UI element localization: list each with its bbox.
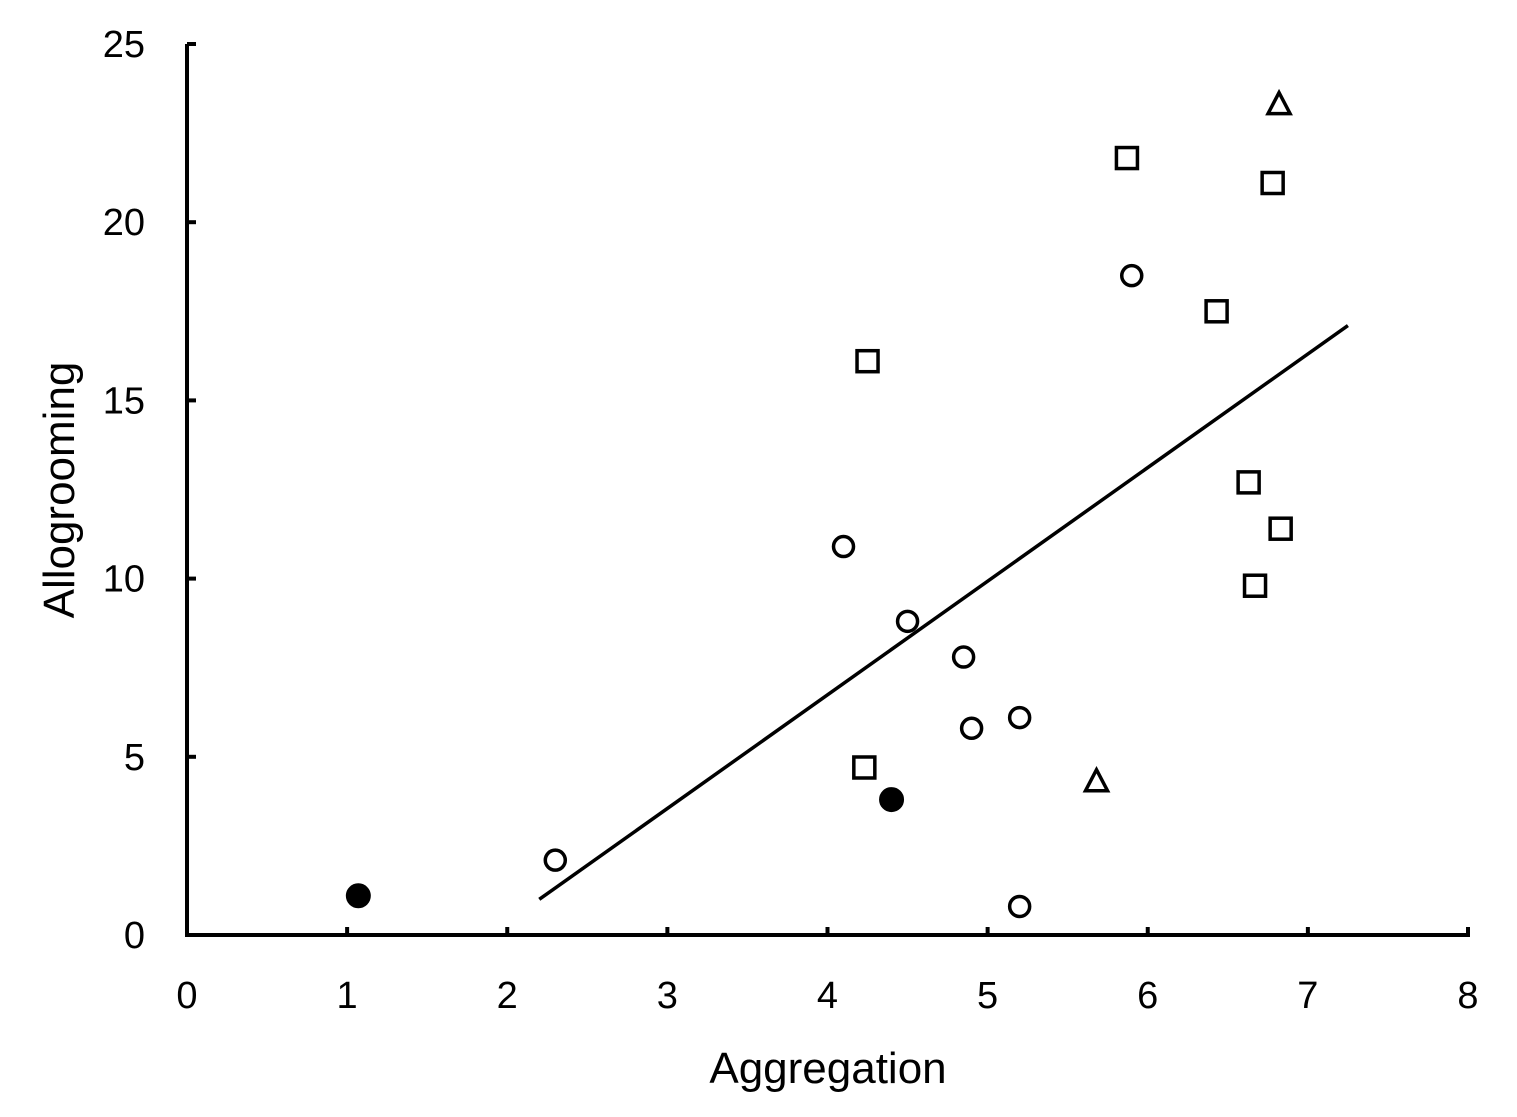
open-square-point [1268,516,1293,541]
open-square-point [1260,170,1285,196]
open-square-point [1242,573,1268,598]
open-square-point [1236,470,1261,495]
y-tick-label: 20 [103,202,145,244]
trendline [538,324,1349,901]
open-triangle-point [1265,88,1293,116]
y-tick-label: 25 [103,24,145,66]
open-circle-point [831,534,856,559]
open-square-point [1114,145,1140,171]
open-circle-point [1007,705,1032,730]
x-axis-title: Aggregation [709,1044,946,1093]
y-axis-ticks: 0 5 10 15 20 25 [103,24,196,957]
filled-circle-point [879,787,905,813]
y-tick-label: 5 [124,737,145,779]
x-tick-label: 6 [1137,975,1158,1017]
filled-circle-point [345,883,371,909]
open-square-point [855,348,880,374]
x-tick-label: 5 [977,975,998,1017]
open-circle-point [895,609,920,634]
open-circle-point [959,716,984,741]
open-square-point [852,755,877,780]
x-tick-label: 7 [1297,975,1318,1017]
open-square-point [1204,299,1229,324]
x-tick-label: 2 [497,975,518,1017]
open-circle-point [1007,894,1032,919]
x-tick-label: 3 [657,975,678,1017]
open-circle-point [951,645,976,669]
x-axis-ticks: 0 1 2 3 4 5 6 7 8 [176,927,1479,1017]
x-tick-label: 8 [1457,975,1478,1017]
data-points [345,88,1293,919]
y-tick-label: 10 [103,559,145,601]
open-circle-point [543,848,568,872]
x-tick-label: 0 [176,975,197,1017]
x-tick-label: 1 [337,975,358,1017]
open-circle-point [1119,263,1144,288]
y-tick-label: 0 [124,915,145,957]
open-triangle-point [1082,765,1111,793]
y-tick-label: 15 [103,380,145,422]
trendline-group [538,324,1349,901]
y-axis-title: Allogrooming [35,362,84,619]
x-tick-label: 4 [817,975,838,1017]
